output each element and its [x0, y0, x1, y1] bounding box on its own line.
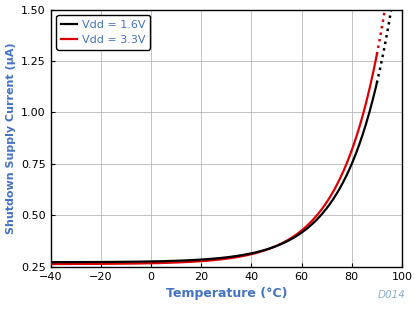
Vdd = 1.6V: [48, 262, 53, 266]
Vdd = 3.3V: [106, 260, 111, 264]
Vdd = 3.3V: [294, 234, 299, 238]
X-axis label: Temperature (°C): Temperature (°C): [166, 287, 287, 300]
Vdd = 3.3V: [266, 247, 271, 251]
Vdd = 3.3V: [240, 253, 245, 257]
Vdd = 1.6V: [294, 233, 299, 236]
Vdd = 1.6V: [106, 262, 111, 266]
Legend: Vdd = 1.6V, Vdd = 3.3V: Vdd = 1.6V, Vdd = 3.3V: [56, 15, 150, 50]
Line: Vdd = 1.6V: Vdd = 1.6V: [51, 55, 377, 264]
Vdd = 3.3V: [48, 260, 53, 264]
Vdd = 3.3V: [196, 258, 201, 262]
Vdd = 1.6V: [240, 254, 245, 258]
Vdd = 1.6V: [196, 260, 201, 263]
Vdd = 3.3V: [375, 81, 380, 85]
Vdd = 1.6V: [266, 247, 271, 251]
Text: D014: D014: [377, 290, 405, 300]
Y-axis label: Shutdown Supply Current (μA): Shutdown Supply Current (μA): [5, 42, 15, 234]
Vdd = 3.3V: [132, 260, 137, 264]
Vdd = 1.6V: [132, 262, 137, 266]
Line: Vdd = 3.3V: Vdd = 3.3V: [51, 83, 377, 262]
Vdd = 1.6V: [375, 53, 380, 56]
